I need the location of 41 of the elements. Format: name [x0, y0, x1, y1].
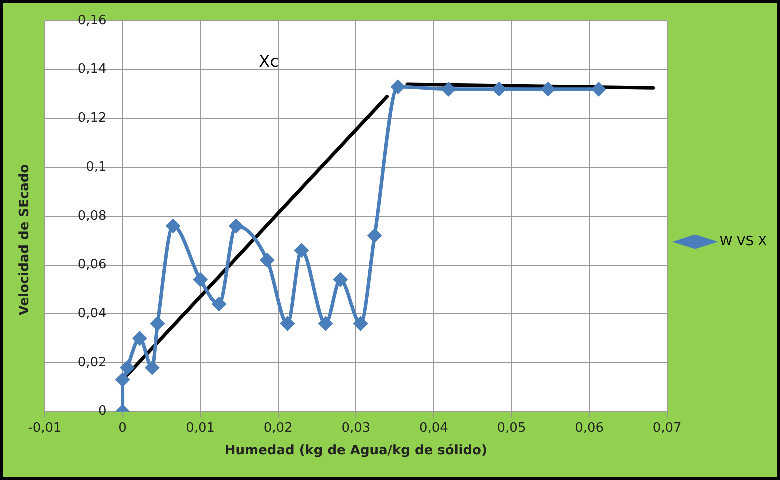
y-tick-label: 0,12	[78, 111, 107, 126]
point	[116, 373, 130, 387]
point	[391, 80, 405, 94]
y-axis-title: Velocidad de SEcado	[18, 164, 32, 316]
x-tick-label: 0,05	[497, 420, 526, 436]
point	[368, 229, 382, 243]
point	[354, 317, 368, 331]
point	[334, 273, 348, 287]
x-tick-label: 0,07	[652, 420, 682, 436]
point	[294, 244, 308, 258]
y-tick-label: 0,06	[78, 258, 107, 273]
x-tick-label: 0,06	[575, 420, 604, 436]
point	[212, 298, 226, 312]
point	[194, 273, 208, 287]
y-tick-label: 0,04	[78, 306, 107, 322]
point	[120, 361, 134, 375]
y-tick-label: 0,08	[78, 208, 107, 224]
point	[280, 317, 294, 331]
x-tick-label: 0,02	[264, 420, 293, 436]
point	[592, 82, 606, 96]
x-tick-label: 0,01	[186, 420, 216, 436]
point	[230, 219, 244, 233]
point	[492, 82, 506, 96]
point	[319, 317, 333, 331]
y-tick-label: 0,14	[78, 62, 107, 78]
y-tick-label: 0,1	[86, 160, 107, 175]
x-axis-title: Humedad (kg de Agua/kg de sólido)	[224, 444, 488, 459]
x-tick-label: -0,01	[28, 420, 62, 436]
x-tick-label: 0,04	[419, 420, 448, 436]
legend-label: W VS X	[720, 234, 768, 250]
point	[442, 82, 456, 96]
x-tick-label: 0	[118, 420, 127, 436]
y-tick-label: 0,02	[78, 355, 107, 370]
point	[151, 317, 165, 331]
point	[542, 82, 556, 96]
point	[146, 361, 160, 375]
point	[260, 254, 274, 268]
x-tick-label: 0,03	[342, 420, 371, 436]
annotation: Xc	[259, 52, 279, 72]
point	[166, 219, 180, 233]
point	[133, 332, 147, 346]
